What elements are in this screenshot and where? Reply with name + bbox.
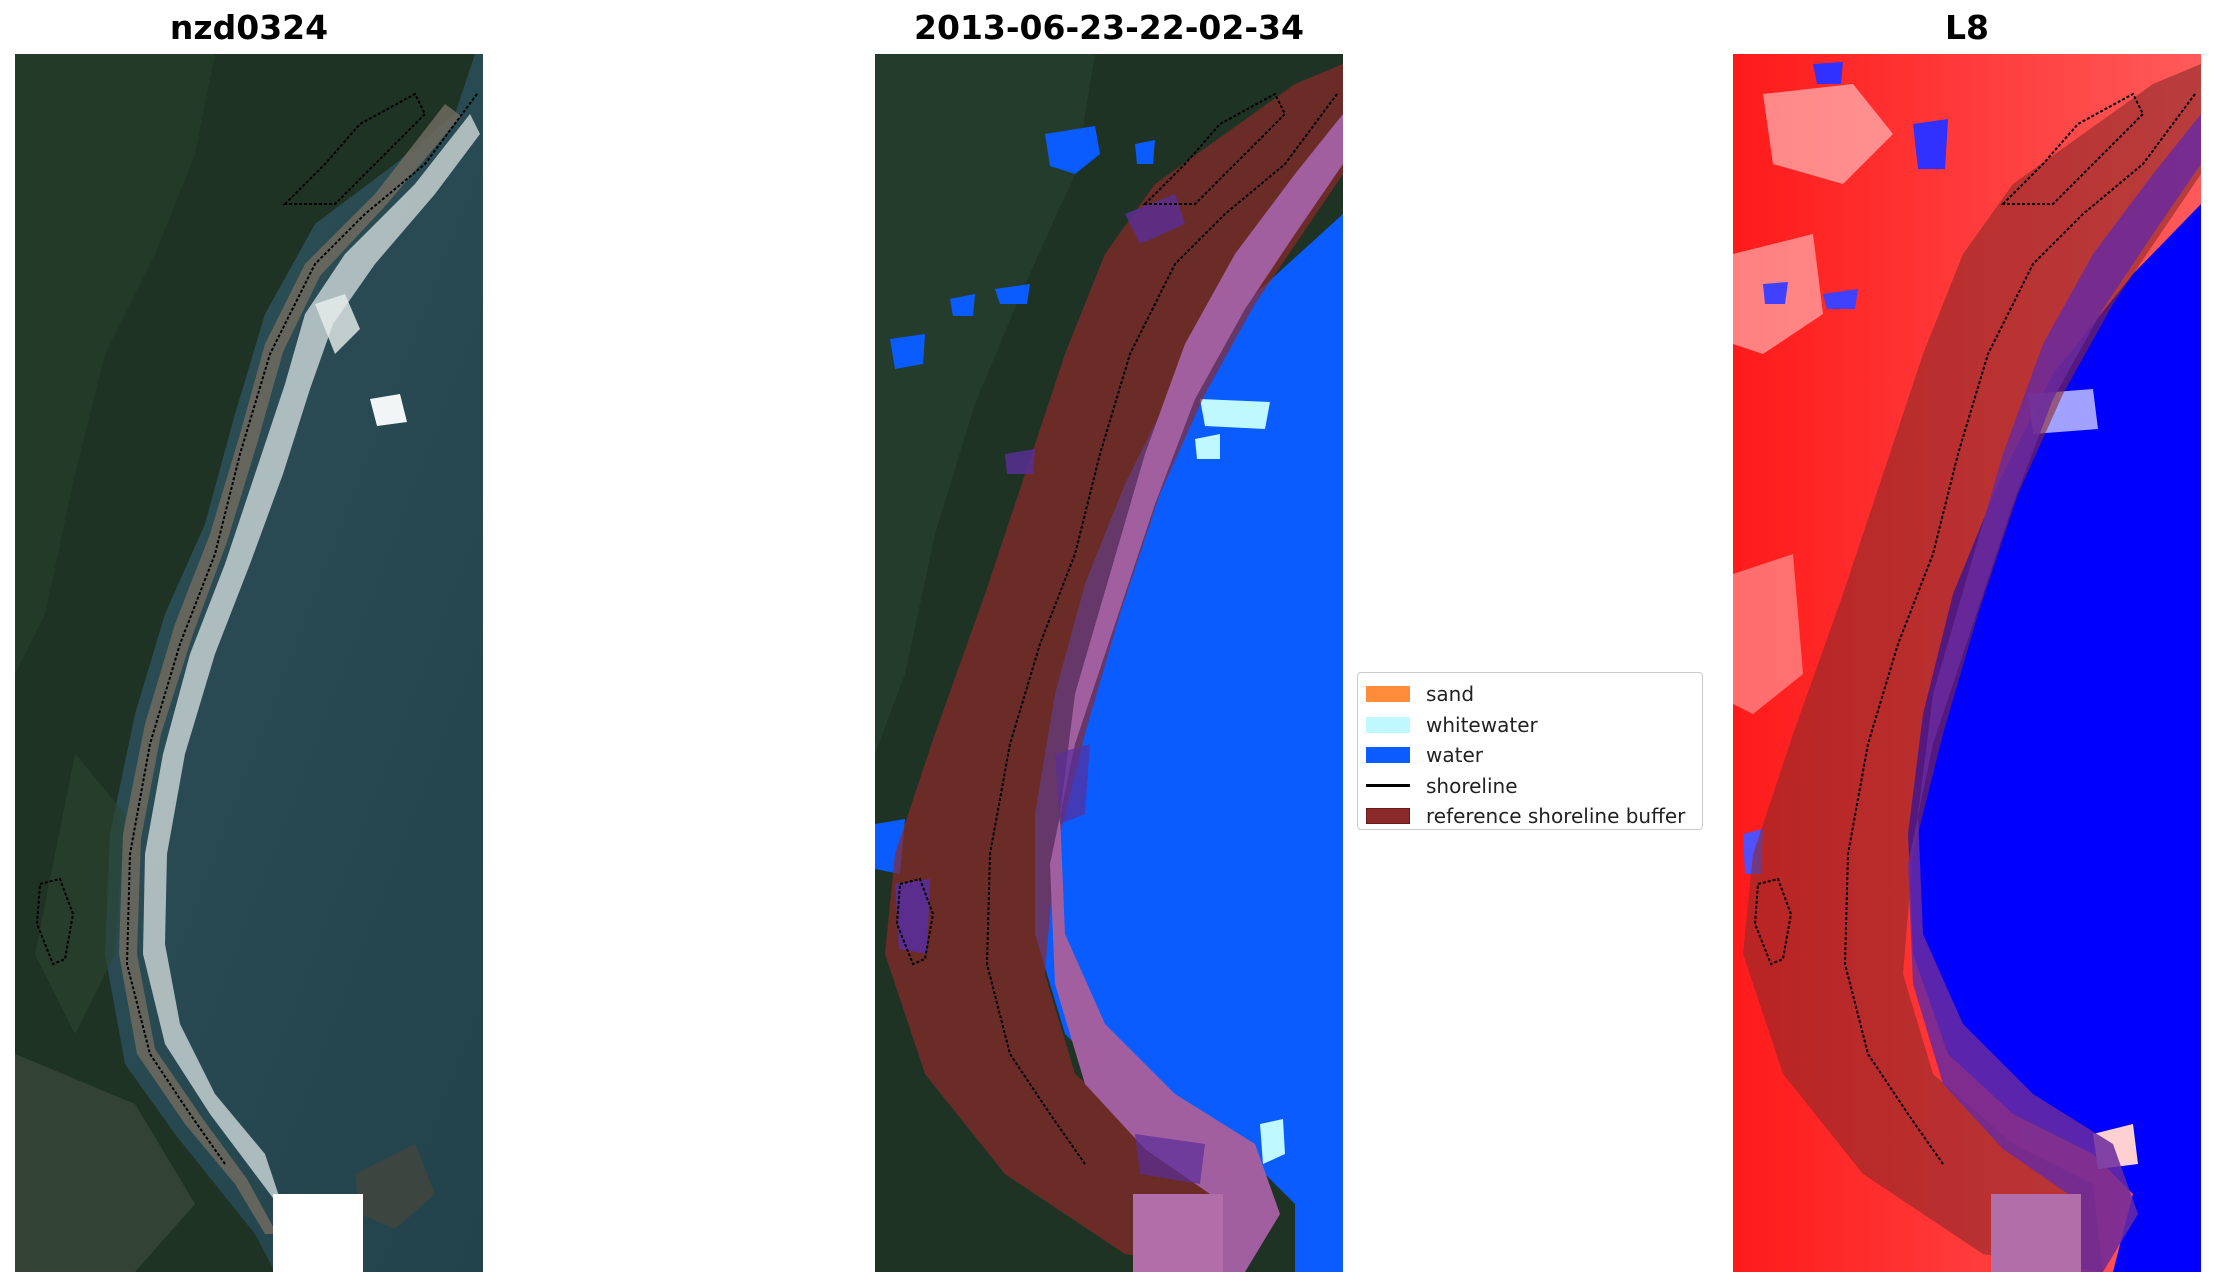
panel-title-rgb: nzd0324: [169, 8, 329, 47]
legend-label-water: water: [1426, 743, 1483, 768]
legend-label-buffer: reference shoreline buffer: [1426, 804, 1686, 829]
satellite-rgb-image: [15, 54, 483, 1272]
legend-item-whitewater: whitewater: [1366, 710, 1702, 741]
legend-item-shoreline: shoreline: [1366, 771, 1702, 802]
legend-item-buffer: reference shoreline buffer: [1366, 801, 1702, 832]
legend-label-whitewater: whitewater: [1426, 712, 1538, 737]
whitewater-swatch: [1366, 716, 1410, 733]
rgb-image-panel: [15, 54, 483, 1272]
legend: sand whitewater water shoreline referenc…: [1357, 672, 1703, 830]
shoreline-line-swatch: [1366, 784, 1410, 788]
legend-item-water: water: [1366, 740, 1702, 771]
buffer-swatch: [1366, 808, 1410, 825]
classified-image-panel: [875, 54, 1343, 1272]
panel-title-classified: 2013-06-23-22-02-34: [914, 8, 1304, 47]
index-image-panel: [1733, 54, 2201, 1272]
legend-label-shoreline: shoreline: [1426, 773, 1518, 798]
index-map-image: [1733, 54, 2201, 1272]
water-swatch: [1366, 747, 1410, 764]
classification-image: [875, 54, 1343, 1272]
legend-label-sand: sand: [1426, 682, 1475, 707]
legend-item-sand: sand: [1366, 679, 1702, 710]
panel-title-index: L8: [1945, 8, 1989, 47]
sand-swatch: [1366, 686, 1410, 703]
